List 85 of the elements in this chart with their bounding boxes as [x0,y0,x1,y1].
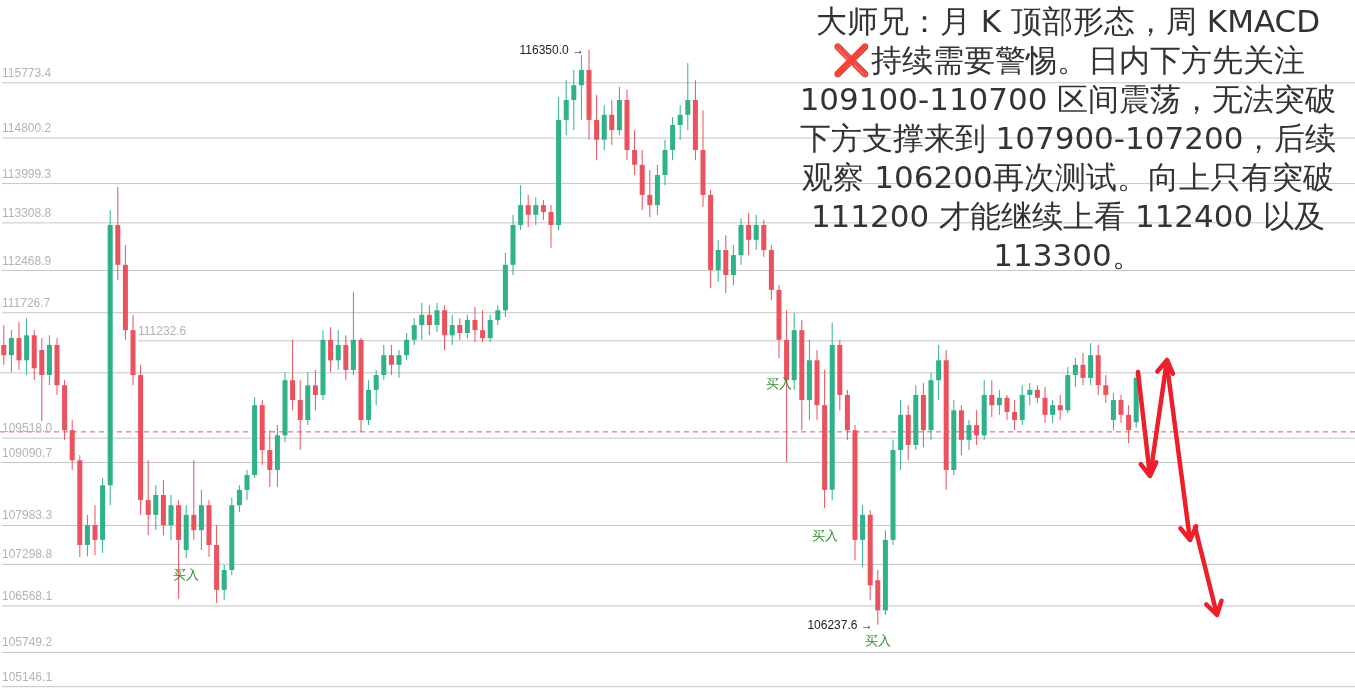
ref-line-label: 109090.7 [2,445,53,460]
candlestick [168,494,174,541]
candlestick [936,344,942,401]
candlestick [381,344,387,381]
candlestick [145,459,151,536]
candlestick [419,302,425,341]
ref-line-label: 107298.8 [2,547,53,562]
candlestick [236,484,242,513]
candlestick [312,369,318,411]
candlestick [1,324,7,366]
candlestick [753,214,759,251]
candlestick [548,204,554,249]
ref-line-label: 112468.9 [2,253,52,268]
candlestick [472,306,478,343]
candlestick [594,94,600,161]
ref-line-label: 114800.2 [2,121,52,136]
candlestick [388,344,394,376]
ref-line-label: 109518.0 [2,421,53,436]
candlestick [495,304,501,326]
ref-line-label: 115773.4 [2,65,52,80]
ref-line-label: 105749.2 [2,635,53,650]
candlestick [426,304,432,336]
candlestick [396,349,402,379]
text: 116350.0 → [519,43,584,58]
candlestick [685,62,691,131]
annotation: 买入 [811,528,838,544]
candlestick [335,329,341,371]
candlestick [1042,386,1048,424]
candlestick [677,104,683,141]
candlestick [16,321,22,371]
ref-line-label: 106568.1 [2,588,53,603]
candlestick [1103,374,1109,404]
candlestick [457,317,463,341]
candlestick [221,564,227,601]
candlestick [487,314,493,343]
text: 106237.6 → [807,617,873,632]
candlestick [1080,352,1086,386]
candlestick [1050,399,1056,424]
candlestick [1012,399,1018,431]
ref-line-label: 111726.7 [2,295,51,310]
candlestick [464,314,470,339]
ref-line-label: 105146.1 [2,669,53,684]
candlestick [1072,357,1078,388]
candlestick [84,514,90,557]
ref-line-label: 107983.3 [2,508,53,523]
candlestick [1088,342,1094,386]
candlestick [480,309,486,343]
candlestick [989,379,995,418]
candlestick [1118,394,1124,424]
candlestick [1004,394,1010,421]
candlestick [730,244,736,286]
candlestick [434,302,440,333]
annotation: 买入 [864,632,891,648]
candlestick [632,129,638,176]
candlestick [966,419,972,451]
candlestick [153,484,159,531]
annotation: 大师兄：月 K 顶部形态，周 KMACD ❌持续需要警惕。日内下方先关注 109100-110700 区间震荡，无法突破下方支撑来到 107900-107200，后续观察 106200再次测试。向上只有突破 111200 才能继续上看 112400 以及 113300。 [799,3,1337,273]
candlestick [578,54,584,121]
candlestick [373,369,379,406]
ref-line-label: 113308.8 [2,205,52,220]
candlestick [609,99,615,146]
candlestick [563,79,569,136]
candlestick [404,332,410,361]
candlestick [411,317,417,346]
candlestick [1027,382,1033,406]
ref-line-label: 113999.3 [2,166,52,181]
candlestick [540,199,546,221]
candlestick [92,504,98,556]
candlestick [191,459,197,541]
candlestick [996,389,1002,416]
candlestick [1057,394,1063,421]
candlestick [715,239,721,283]
candlestick [647,169,653,218]
candlestick [746,212,752,256]
candlestick [533,196,539,226]
candlestick [449,314,455,346]
candlestick [244,469,250,501]
candlestick [525,194,531,228]
candlestick [518,184,524,231]
candlestick [328,326,334,373]
candlestick [290,339,296,411]
candlestick [8,329,14,373]
ref-line-label: 111232.6 [138,323,187,338]
candlestick [571,69,577,131]
candlestick [1110,392,1116,431]
